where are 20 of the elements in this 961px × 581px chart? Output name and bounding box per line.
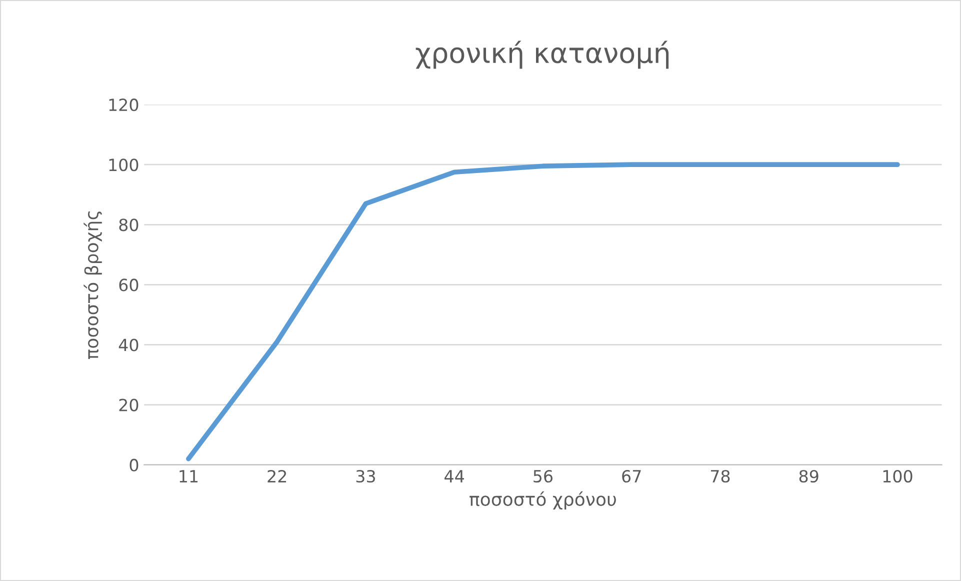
y-axis-title: ποσοστό βροχής <box>84 211 102 360</box>
y-tick-label: 20 <box>119 398 138 412</box>
x-tick-label: 100 <box>883 470 912 483</box>
x-tick-label: 67 <box>622 470 641 483</box>
x-tick-label: 89 <box>799 470 818 483</box>
y-tick-label: 100 <box>109 158 138 172</box>
x-tick-label: 33 <box>356 470 375 483</box>
line-series <box>186 162 900 462</box>
x-tick-label: 56 <box>534 470 553 483</box>
x-tick-label: 78 <box>710 470 730 483</box>
y-tick-label: 0 <box>130 458 138 472</box>
x-tick-label: 22 <box>268 470 286 482</box>
x-axis-title: ποσοστό χρόνου <box>470 491 616 510</box>
y-tick-label: 40 <box>118 338 138 352</box>
y-tick-label: 60 <box>119 278 138 292</box>
chart-title: χρονική κατανομή <box>416 40 669 69</box>
x-tick-label: 11 <box>180 470 198 482</box>
x-tick-label: 44 <box>444 470 464 482</box>
y-tick-label: 80 <box>119 218 138 232</box>
y-tick-label: 120 <box>109 98 138 112</box>
